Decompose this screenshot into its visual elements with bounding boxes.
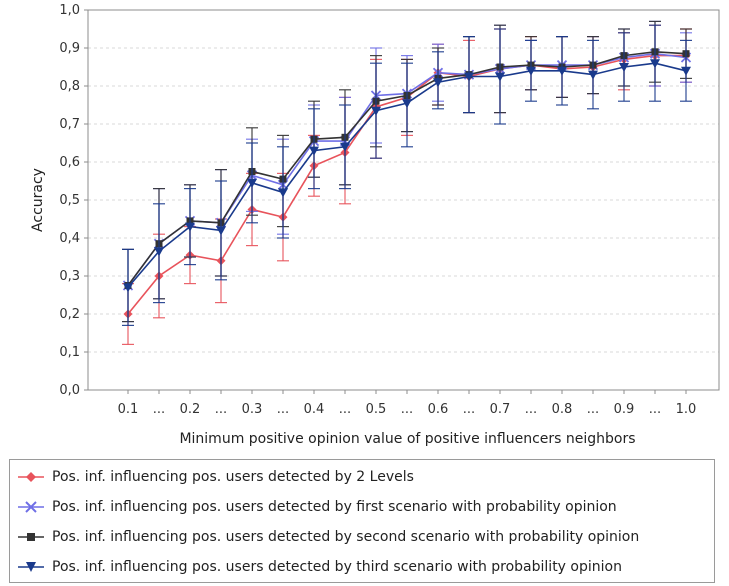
y-tick-label: 0,5 <box>59 193 80 208</box>
x-tick-label: 1.0 <box>676 402 697 417</box>
x-tick-label: ... <box>339 402 351 417</box>
data-point <box>278 188 288 198</box>
data-point <box>557 66 567 76</box>
x-marker-icon <box>18 501 44 513</box>
y-tick-labels: 0,0 0,1 0,2 0,3 0,4 0,5 0,6 0,7 0,8 0,9 1,0 <box>59 3 88 398</box>
y-tick-label: 1,0 <box>59 3 80 18</box>
x-tick-label: 0.3 <box>242 402 263 417</box>
x-tick-label: 0.9 <box>614 402 635 417</box>
legend-label: Pos. inf. influencing pos. users detecte… <box>52 529 640 545</box>
data-point <box>526 66 536 76</box>
y-tick-label: 0,6 <box>59 155 80 170</box>
x-tick-label: ... <box>401 402 413 417</box>
x-tick-label: 0.4 <box>304 402 325 417</box>
x-axis-title: Minimum positive opinion value of positi… <box>179 431 635 447</box>
data-point <box>464 72 474 82</box>
data-point <box>650 59 660 69</box>
x-tick-label: ... <box>277 402 289 417</box>
data-point <box>402 99 412 109</box>
x-tick-label: 0.7 <box>490 402 511 417</box>
legend-item-2-levels: Pos. inf. influencing pos. users detecte… <box>16 464 414 490</box>
x-tick-label: 0.8 <box>552 402 573 417</box>
y-tick-label: 0,0 <box>59 383 80 398</box>
line-chart: 0,0 0,1 0,2 0,3 0,4 0,5 0,6 0,7 0,8 0,9 1,0 0.1...… <box>0 0 729 458</box>
x-tick-label: ... <box>463 402 475 417</box>
x-tick-label: ... <box>587 402 599 417</box>
chart-legend: Pos. inf. influencing pos. users detecte… <box>9 459 715 583</box>
data-point <box>216 226 226 236</box>
legend-item-first-scenario: Pos. inf. influencing pos. users detecte… <box>16 494 617 520</box>
x-tick-label: ... <box>649 402 661 417</box>
series-group <box>122 20 692 345</box>
data-point <box>588 70 598 80</box>
x-tick-label: ... <box>215 402 227 417</box>
triangle-down-marker-icon <box>18 562 44 572</box>
y-tick-label: 0,4 <box>59 231 80 246</box>
data-point <box>247 178 257 188</box>
chart-background <box>0 0 729 458</box>
y-tick-label: 0,3 <box>59 269 80 284</box>
x-tick-label: ... <box>525 402 537 417</box>
square-marker-icon <box>18 533 44 541</box>
x-tick-label: 0.5 <box>366 402 387 417</box>
data-point <box>433 78 443 88</box>
legend-item-third-scenario: Pos. inf. influencing pos. users detecte… <box>16 554 622 580</box>
legend-item-second-scenario: Pos. inf. influencing pos. users detecte… <box>16 524 639 550</box>
x-tick-labels: 0.1... 0.2... 0.3... 0.4... 0.5... 0.6... 0.7.… <box>118 390 697 417</box>
series-third-scenario <box>122 24 692 326</box>
y-axis-title: Accuracy <box>30 168 46 232</box>
x-tick-label: 0.1 <box>118 402 139 417</box>
y-tick-label: 0,7 <box>59 117 80 132</box>
y-tick-label: 0,8 <box>59 79 80 94</box>
data-point <box>309 146 319 156</box>
legend-label: Pos. inf. influencing pos. users detecte… <box>52 499 617 515</box>
y-tick-label: 0,1 <box>59 345 80 360</box>
x-tick-label: 0.6 <box>428 402 449 417</box>
data-point <box>495 72 505 82</box>
data-point <box>154 247 164 257</box>
legend-label: Pos. inf. influencing pos. users detecte… <box>52 469 414 485</box>
data-point <box>185 222 195 232</box>
diamond-marker-icon <box>18 472 44 482</box>
data-point <box>681 66 691 76</box>
legend-label: Pos. inf. influencing pos. users detecte… <box>52 559 622 575</box>
y-tick-label: 0,9 <box>59 41 80 56</box>
x-tick-label: ... <box>153 402 165 417</box>
data-point <box>371 106 381 116</box>
data-point <box>340 142 350 152</box>
data-point <box>619 63 629 72</box>
x-tick-label: 0.2 <box>180 402 201 417</box>
data-point <box>123 283 133 293</box>
y-tick-label: 0,2 <box>59 307 80 322</box>
